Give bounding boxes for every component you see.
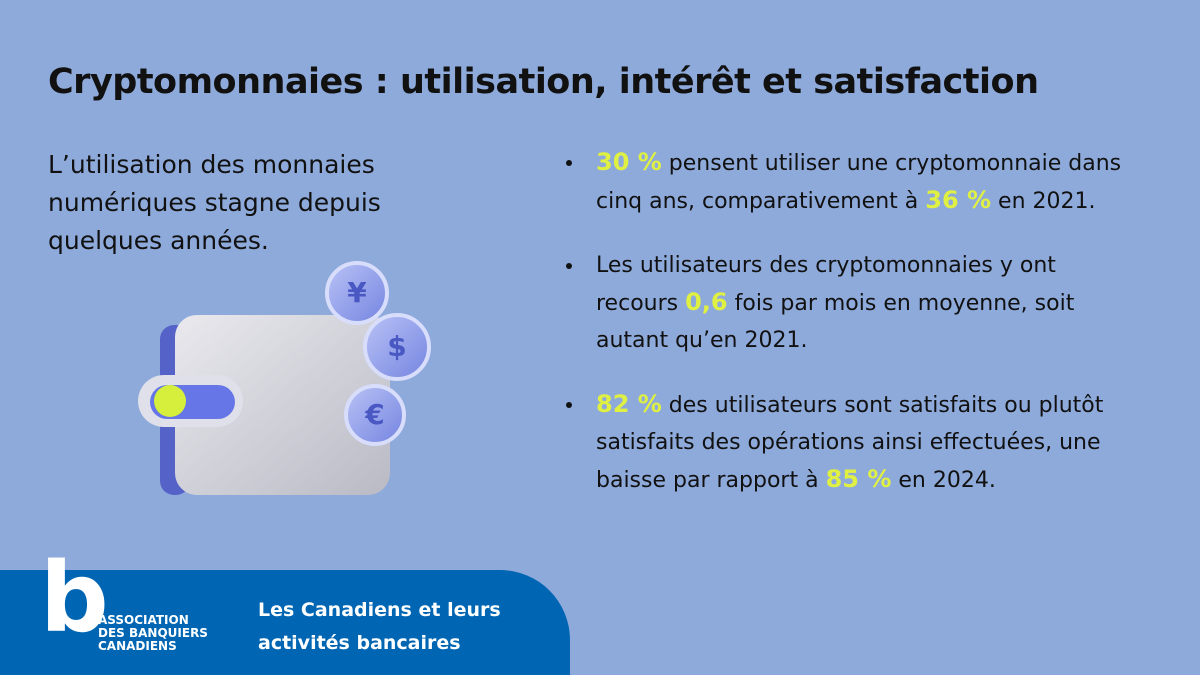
wallet [175, 315, 390, 495]
highlight-figure: 85 % [825, 465, 892, 493]
coin [363, 313, 431, 381]
bullet-text: en 2024. [891, 468, 996, 493]
intro: L’utilisation des monnaies numériques st… [48, 150, 381, 255]
logo-line: DES BANQUIERS [98, 626, 208, 640]
coin [344, 384, 406, 446]
bullet-text: fois par mois en moyenne, soit autant qu… [596, 291, 1075, 353]
footer: b ASSOCIATION DES BANQUIERS CANADIENS Les … [0, 550, 570, 675]
bullet-list: 30 % pensent utiliser une cryptomonnaie … [566, 144, 1136, 526]
logo-line: ASSOCIATION [98, 613, 189, 627]
coin-symbol: ¥ [347, 276, 367, 309]
wallet-illustration: ¥ $ € [138, 261, 431, 495]
highlight-figure: 36 % [925, 186, 992, 214]
coin-symbol: $ [387, 330, 406, 363]
highlight-figure: 82 % [596, 390, 662, 418]
highlight-figure: 30 % [596, 148, 662, 176]
bullet-text: des utilisateurs sont satisfaits ou plut… [596, 393, 1104, 493]
bullet-text: Les utilisateurs des cryptomonnaies y on… [596, 253, 1056, 316]
logo-letter: b [40, 542, 109, 654]
bullet: Les utilisateurs des cryptomonnaies y on… [566, 247, 1136, 359]
bullet-text: pensent utiliser une cryptomonnaie dans … [596, 151, 1122, 214]
toggle-knob [154, 385, 186, 417]
bullet-text: en 2021. [991, 189, 1096, 214]
coin-symbol: € [364, 398, 384, 431]
logo-text: ASSOCIATION DES BANQUIERS CANADIENS [98, 614, 208, 653]
coin [325, 261, 389, 325]
tagline: Les Canadiens et leurs activités bancair… [258, 599, 501, 654]
title: Cryptomonnaies : utilisation, intérêt et… [48, 62, 1039, 102]
bullet: 82 % des utilisateurs sont satisfaits ou… [566, 386, 1136, 499]
logo-line: CANADIENS [98, 639, 177, 653]
bullet: 30 % pensent utiliser une cryptomonnaie … [566, 144, 1136, 220]
highlight-figure: 0,6 [685, 288, 728, 316]
